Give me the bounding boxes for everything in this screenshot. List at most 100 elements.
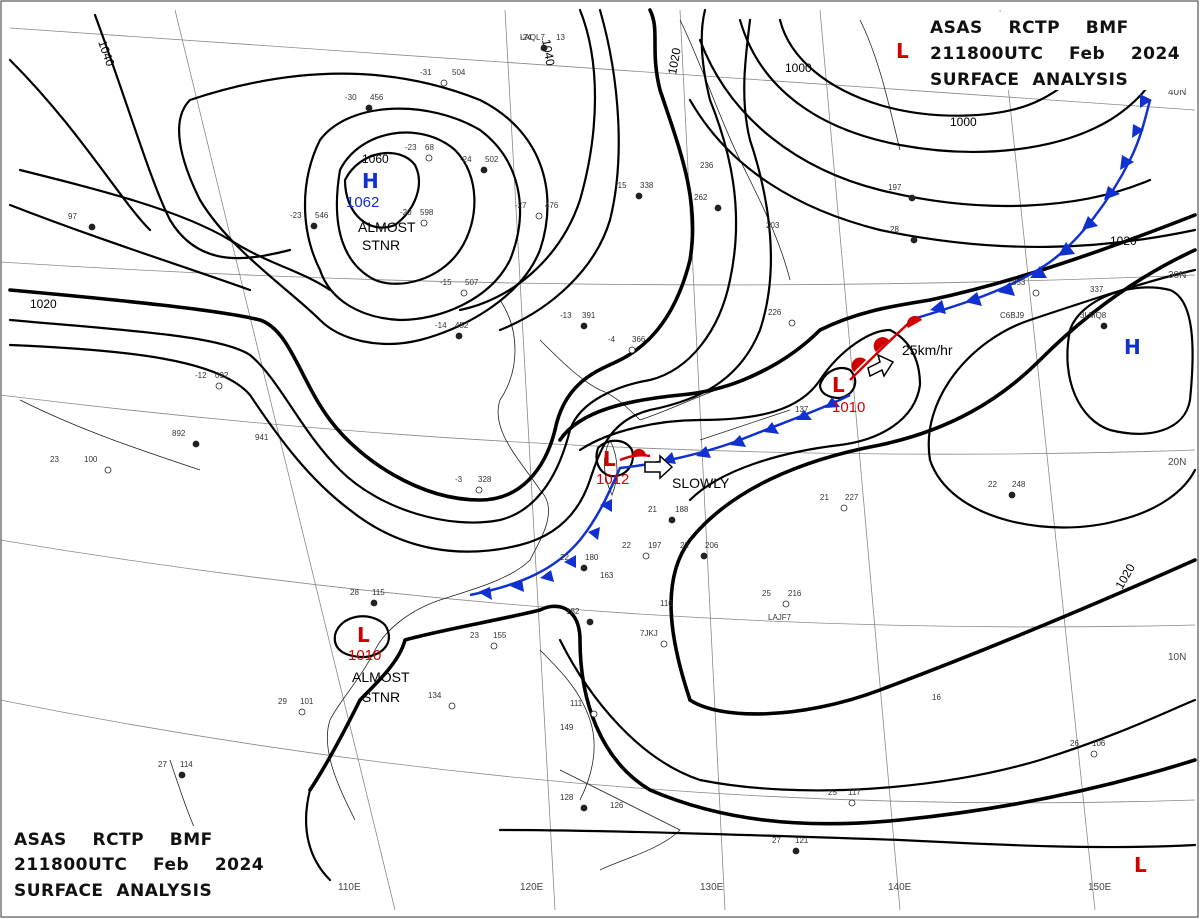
longitude-label: 120E (520, 882, 544, 893)
station-value: -23 (405, 143, 417, 152)
header-line: SURFACE ANALYSIS (14, 881, 212, 901)
station-circle-icon (1008, 491, 1016, 499)
station-value: -31 (420, 68, 432, 77)
system-note: STNR (362, 237, 400, 253)
station-circle-icon (586, 618, 594, 626)
station-circle-icon (480, 166, 488, 174)
latitude-label: 30N (1168, 270, 1186, 281)
station-value: 188 (675, 505, 689, 514)
station-circle-icon (782, 600, 790, 608)
high-pressure-value: 1062 (346, 194, 379, 211)
longitude-label: 110E (338, 882, 361, 893)
station-value: 117 (848, 788, 861, 797)
station-value: 128 (560, 793, 574, 802)
pressure-systems: H 1062 ALMOST STNR H L 1012 SLOWLY L 101… (346, 39, 1147, 877)
station-value: 092 (215, 371, 229, 380)
station-observations: -24 13 -31 504 -30 456 -23 68 -24 502 -27 476 -15 338… (50, 33, 1108, 855)
station-circle-icon (848, 799, 856, 807)
station-value: 197 (888, 183, 902, 192)
system-note: ALMOST (352, 669, 410, 685)
station-circle-icon (460, 289, 468, 297)
station-circle-icon (580, 322, 588, 330)
isobar-label: 1020 (1110, 234, 1137, 248)
station-value: 27 (158, 760, 167, 769)
header-line: SURFACE ANALYSIS (930, 70, 1128, 90)
low-pressure-symbol: L (832, 373, 845, 397)
isobar-label: 1020 (665, 46, 683, 75)
station-value: -15 (440, 278, 452, 287)
station-circle-icon (88, 223, 96, 231)
station-circle-icon (714, 204, 722, 212)
low-pressure-symbol: L (357, 623, 370, 647)
station-value: 353 (1012, 278, 1026, 287)
station-value: 338 (640, 181, 654, 190)
station-value: 452 (455, 321, 469, 330)
low-pressure-symbol: L (603, 447, 616, 471)
station-circle-icon (908, 194, 916, 202)
station-circle-icon (580, 564, 588, 572)
station-value: -14 (435, 321, 447, 330)
station-value: 26 (1070, 739, 1079, 748)
system-note: ALMOST (358, 219, 416, 235)
station-value: -3 (455, 475, 463, 484)
header-line: ASAS RCTP BMF (14, 830, 213, 850)
isobar-label: 1060 (362, 152, 389, 166)
station-circle-icon (635, 192, 643, 200)
station-value: -23 (290, 211, 302, 220)
station-circle-icon (310, 222, 318, 230)
station-value: 262 (694, 193, 708, 202)
station-circle-icon (455, 332, 463, 340)
station-value: 337 (1090, 285, 1104, 294)
low-pressure-value: 1010 (348, 647, 381, 664)
station-value: -24 (520, 33, 532, 42)
station-value: 16 (932, 693, 941, 702)
station-value: 598 (420, 208, 434, 217)
header-line: 211800UTC Feb 2024 (14, 855, 264, 875)
station-value: 328 (478, 475, 492, 484)
station-value: 27 (772, 836, 781, 845)
station-value: -24 (460, 155, 472, 164)
station-circle-icon (1090, 750, 1098, 758)
station-value: 504 (452, 68, 466, 77)
station-value: 182 (566, 607, 580, 616)
station-circle-icon (788, 319, 796, 327)
station-value: 391 (582, 311, 596, 320)
station-circle-icon (590, 710, 598, 718)
graticule (0, 9, 1196, 911)
station-value: -15 (615, 181, 627, 190)
station-value: 28 (890, 225, 899, 234)
station-value: -30 (345, 93, 357, 102)
station-circle-icon (792, 847, 800, 855)
station-value: 180 (585, 553, 599, 562)
station-value: LAJF7 (768, 613, 792, 622)
station-circle-icon (490, 642, 498, 650)
station-value: 21 (820, 493, 829, 502)
station-value: -12 (195, 371, 207, 380)
station-value: 236 (700, 161, 714, 170)
station-value: 22 (988, 480, 997, 489)
station-value: 68 (425, 143, 434, 152)
station-value: 22 (680, 541, 689, 550)
header-line: ASAS RCTP BMF (930, 18, 1129, 38)
high-pressure-symbol: H (362, 169, 379, 193)
station-value: 3LMQ8 (1080, 311, 1107, 320)
station-circle-icon (1100, 322, 1108, 330)
station-circle-icon (215, 382, 223, 390)
latitude-label: 40N (1168, 87, 1186, 98)
system-motion-label: SLOWLY (672, 475, 730, 491)
longitude-label: 140E (888, 882, 912, 893)
station-circle-icon (628, 346, 636, 354)
high-pressure-symbol: H (1124, 335, 1141, 359)
station-value: 216 (788, 589, 802, 598)
station-value: 155 (493, 631, 507, 640)
station-value: 163 (600, 571, 614, 580)
station-circle-icon (642, 552, 650, 560)
station-circle-icon (668, 516, 676, 524)
station-circle-icon (420, 219, 428, 227)
station-value: 28 (350, 588, 359, 597)
station-value: 116 (660, 599, 673, 608)
station-circle-icon (660, 640, 668, 648)
station-value: 106 (1092, 739, 1106, 748)
station-value: 892 (172, 429, 186, 438)
station-value: 13 (556, 33, 565, 42)
